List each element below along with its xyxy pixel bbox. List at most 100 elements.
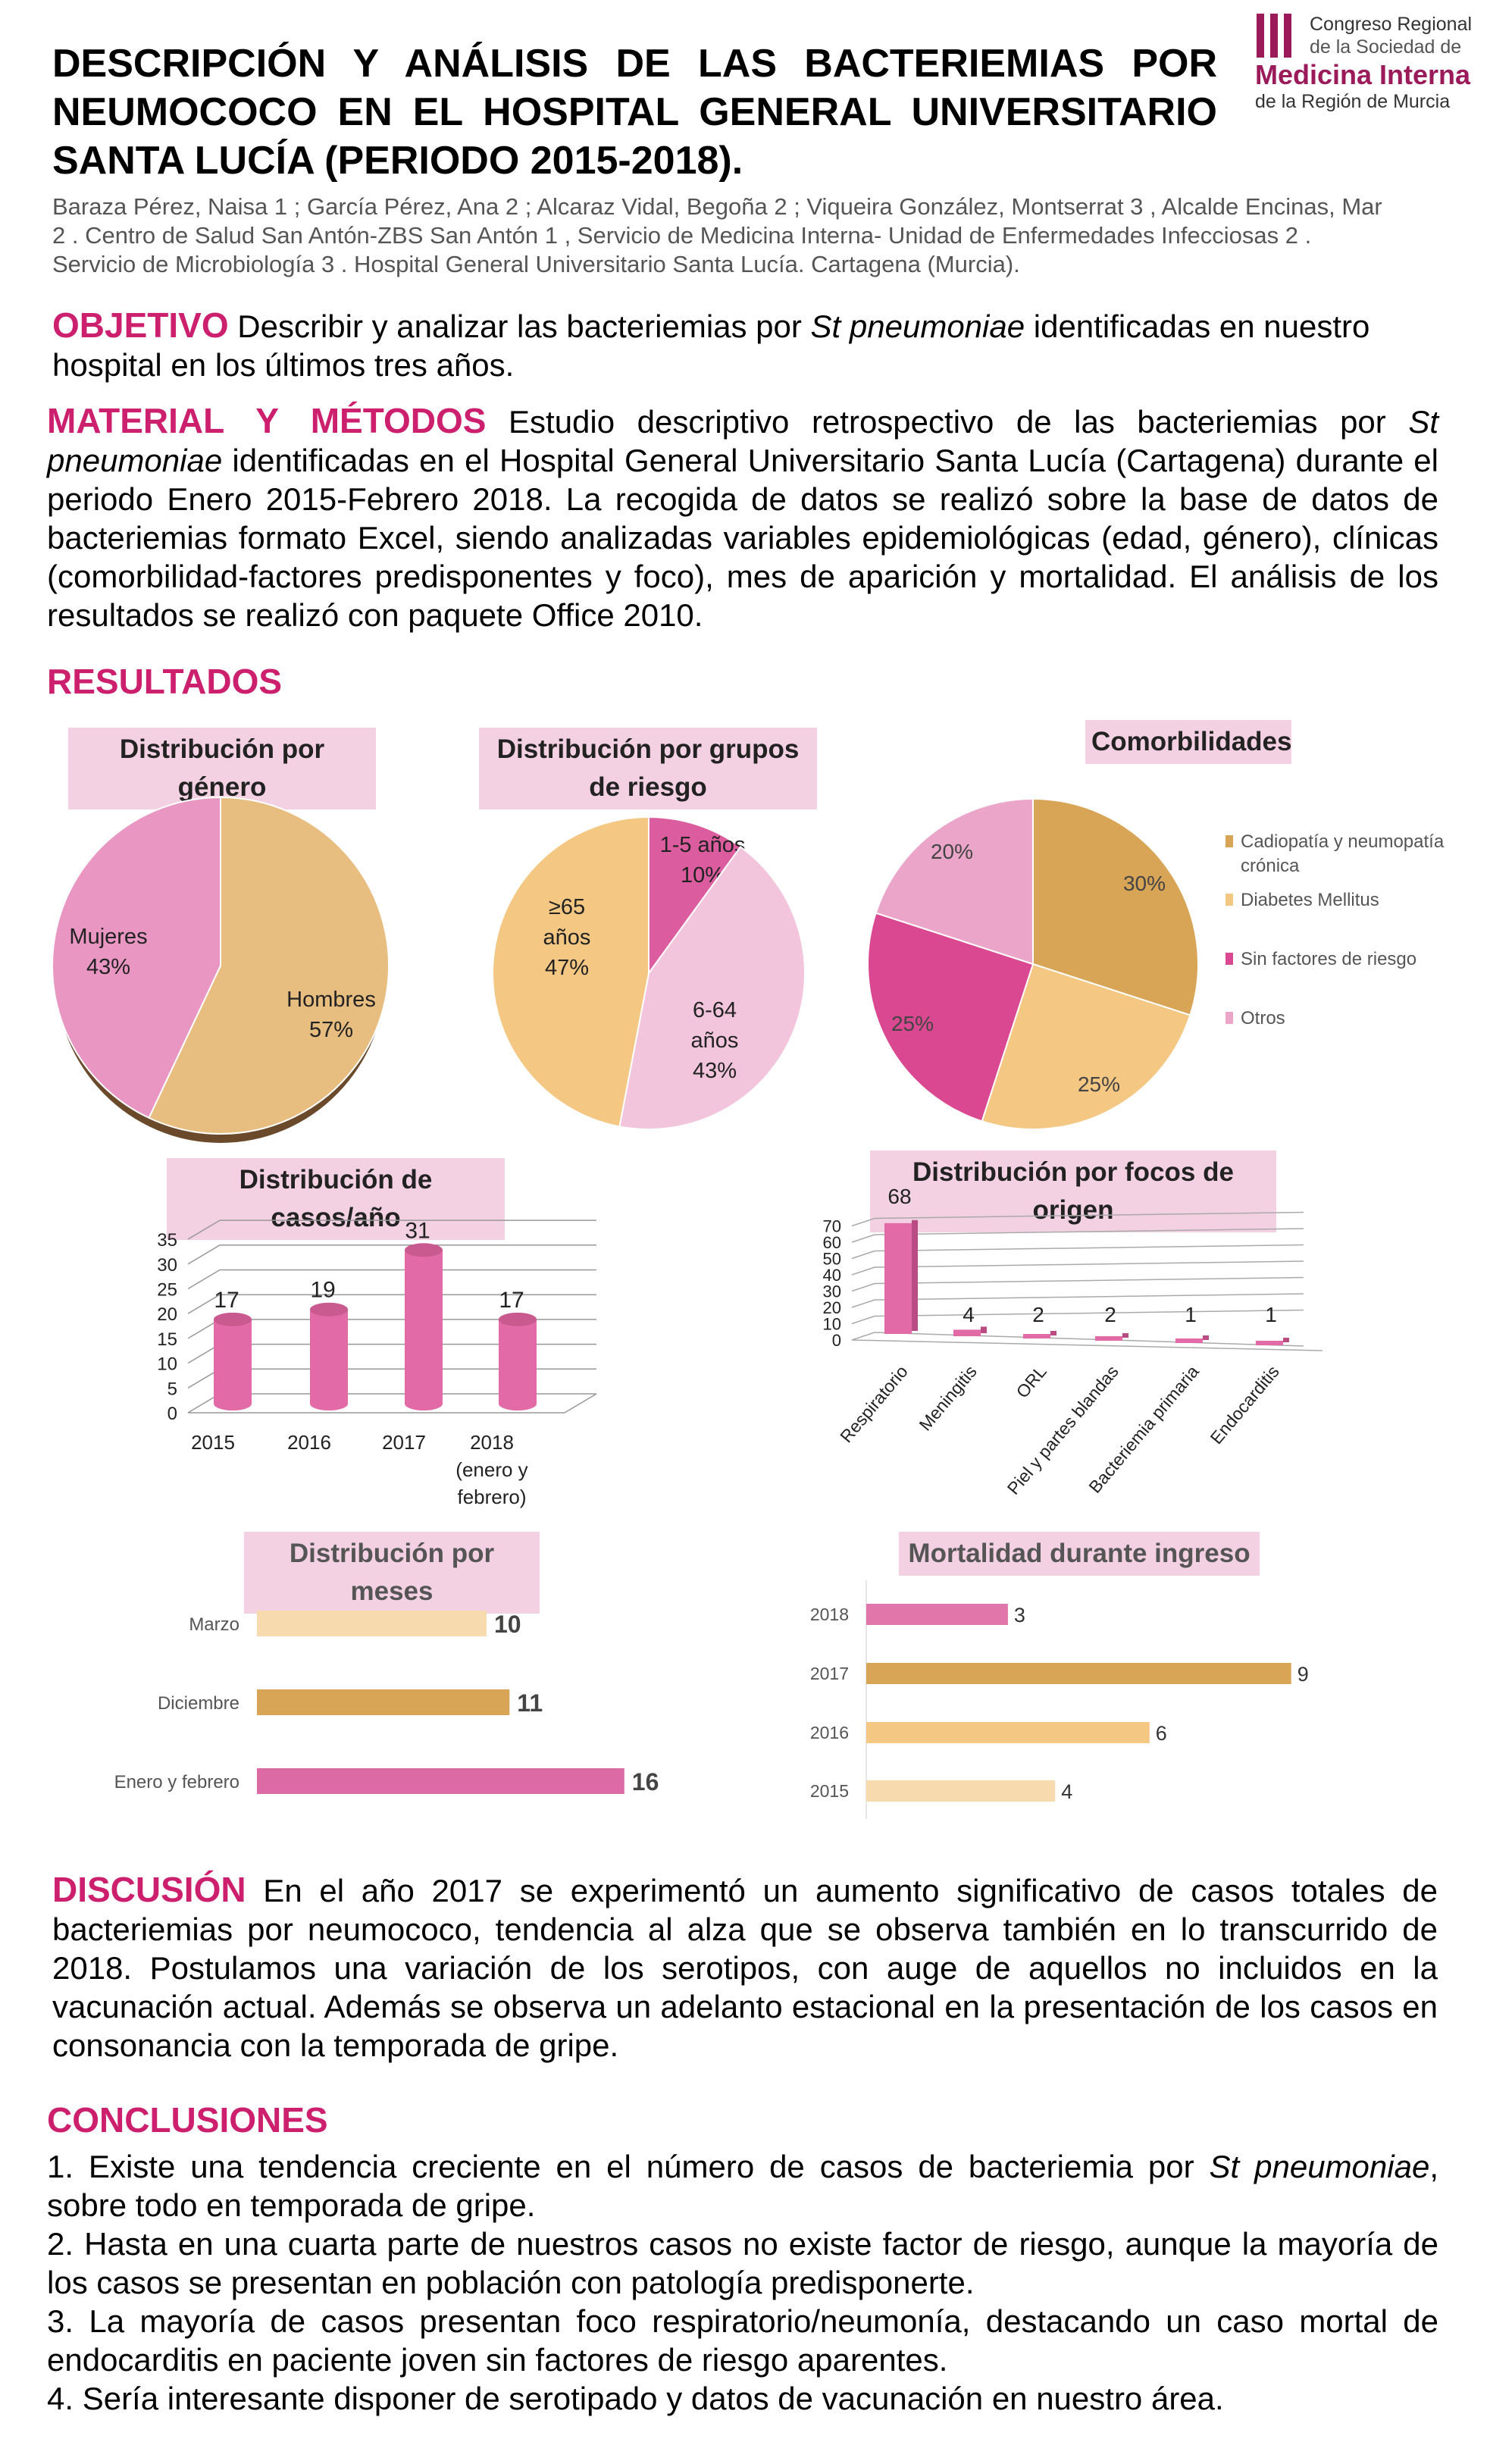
bar-top: [405, 1243, 443, 1257]
grid-line: [874, 1260, 1304, 1268]
data-label: 9: [1297, 1663, 1309, 1686]
grid-line: [851, 1299, 875, 1308]
conclusion-item: 3. La mayoría de casos presentan foco re…: [47, 2302, 1438, 2379]
bar-base: [310, 1397, 348, 1410]
grid-line: [851, 1266, 875, 1276]
x-axis: [564, 1393, 597, 1414]
congress-logo: Congreso Regional de la Sociedad de Medi…: [1251, 12, 1485, 118]
y-tick-label: 25: [157, 1280, 177, 1301]
title-line: DESCRIPCIÓN Y ANÁLISIS DE LAS BACTERIEMI…: [52, 42, 1217, 86]
bar-side: [1050, 1331, 1056, 1335]
bar-side: [1203, 1335, 1209, 1340]
logo-line: de la Región de Murcia: [1255, 91, 1451, 112]
title-line: SANTA LUCÍA (PERIODO 2015-2018).: [52, 139, 743, 183]
pie-slice: [867, 912, 1035, 1122]
y-tick-label: 60: [823, 1233, 841, 1252]
chart-title-focos: Distribución por focos de origen: [870, 1151, 1276, 1232]
title-line: NEUMOCOCO EN EL HOSPITAL GENERAL UNIVERS…: [52, 90, 1217, 134]
bar: [257, 1768, 624, 1794]
x-tick-label: febrero): [457, 1486, 526, 1508]
pie-chart-genero: Hombres 57% Mujeres 43%: [52, 796, 390, 1143]
pie-data-label: años: [543, 925, 591, 950]
data-label: 17: [499, 1288, 524, 1313]
y-tick-label: 10: [823, 1315, 841, 1334]
pie-slice: [492, 816, 650, 1128]
y-tick-label: 40: [823, 1266, 841, 1285]
bar: [499, 1319, 537, 1404]
bar: [866, 1780, 1056, 1802]
data-label: 4: [1061, 1780, 1072, 1803]
data-label: 10: [494, 1611, 521, 1638]
pie-data-label: 47%: [545, 956, 589, 980]
category-label: Enero y febrero: [114, 1772, 239, 1792]
discusion-heading: DISCUSIÓN: [52, 1870, 246, 1909]
pie-data-label: 25%: [1078, 1072, 1120, 1096]
pie-data-label: 25%: [891, 1012, 934, 1035]
legend-label: crónica: [1241, 856, 1300, 876]
pie-slice: [1032, 797, 1199, 1016]
chart-title-mortalidad: Mortalidad durante ingreso: [899, 1532, 1260, 1576]
discusion-section: DISCUSIÓN En el año 2017 se experimentó …: [52, 1871, 1438, 2065]
y-tick-label: 35: [157, 1230, 177, 1251]
pie-data-label: 30%: [1123, 872, 1166, 895]
pie-chart-comorbilidades: 30% 25% 25% 20% Cadiopatía y neumopatía cróni…: [867, 797, 1445, 1130]
data-label: 16: [632, 1768, 659, 1796]
data-label: 31: [405, 1218, 430, 1243]
bar: [1095, 1336, 1122, 1341]
y-tick-label: 0: [832, 1331, 841, 1350]
conclusion-text: , sobre todo en temporada de gripe.: [47, 2149, 1438, 2223]
x-tick-label: 2017: [382, 1431, 426, 1454]
category-label: 2017: [810, 1664, 849, 1683]
chart-title-riesgo: Distribución por grupos de riesgo: [479, 728, 817, 809]
logo-line: Medicina Interna: [1255, 59, 1471, 90]
x-tick-label: ORL: [1013, 1361, 1050, 1401]
x-tick-label: (enero y: [455, 1458, 527, 1481]
y-tick-label: 30: [823, 1282, 841, 1301]
bar-chart-casos: 0 5 10 15 20 25 30 35 17 2015 19 2016 31 2017 17 2018 (e…: [157, 1218, 597, 1508]
bar: [1256, 1341, 1283, 1345]
conclusion-item: 4. Sería interesante disponer de serotip…: [47, 2379, 1438, 2418]
category-label: Diciembre: [158, 1693, 239, 1714]
authors-line: Baraza Pérez, Naisa 1 ; García Pérez, An…: [52, 193, 1382, 220]
bar-side: [912, 1219, 918, 1331]
conclusion-text: 1. Existe una tendencia creciente en el …: [47, 2149, 1210, 2184]
conclusion-text: 3. La mayoría de casos presentan foco re…: [47, 2303, 1438, 2378]
y-tick-label: 10: [157, 1354, 177, 1375]
conclusion-item: 1. Existe una tendencia creciente en el …: [47, 2147, 1438, 2224]
grid-line: [874, 1276, 1304, 1285]
category-label: 2018: [810, 1605, 849, 1624]
material-section: MATERIAL Y MÉTODOS Estudio descriptivo r…: [47, 402, 1438, 634]
grid-line: [187, 1269, 221, 1290]
objetivo-text: Describir y analizar las bacteriemias po…: [228, 308, 811, 344]
bar-side: [981, 1326, 987, 1333]
resultados-heading: RESULTADOS: [47, 662, 283, 701]
species-name: St pneumoniae: [1209, 2149, 1430, 2184]
pie-data-label: 57%: [309, 1018, 353, 1042]
pie-slice: [648, 816, 742, 976]
chart-title-meses: Distribución por meses: [244, 1532, 540, 1614]
data-label: 3: [1014, 1604, 1025, 1626]
y-tick-label: 70: [823, 1217, 841, 1236]
data-label: 17: [214, 1288, 239, 1313]
species-name: St pneumoniae: [47, 404, 1438, 478]
x-tick-label: 2018: [470, 1431, 514, 1454]
grid-line: [851, 1234, 875, 1243]
grid-line: [874, 1293, 1304, 1301]
bar: [866, 1722, 1150, 1743]
bar: [1175, 1338, 1203, 1343]
bar: [257, 1689, 510, 1715]
conclusiones-heading: CONCLUSIONES: [47, 2100, 328, 2140]
pie-slice: [618, 845, 806, 1130]
y-tick-label: 15: [157, 1329, 177, 1350]
chart-title-casos: Distribución de casos/año: [167, 1158, 505, 1240]
bar: [214, 1319, 252, 1404]
objetivo-text: identificadas en nuestro hospital en los…: [52, 308, 1370, 383]
pie-data-label: Hombres: [286, 988, 376, 1012]
pie-slice: [52, 796, 221, 1119]
material-text: Estudio descriptivo retrospectivo de las…: [486, 404, 1409, 440]
data-label: 19: [310, 1278, 335, 1303]
data-label: 2: [1104, 1303, 1116, 1326]
grid-line: [874, 1244, 1304, 1252]
